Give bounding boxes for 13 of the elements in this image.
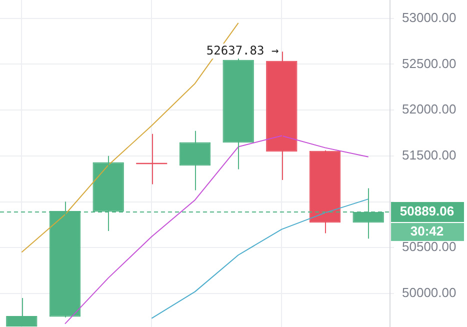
y-tick-label: 50500.00 <box>402 239 456 254</box>
y-tick-label: 53000.00 <box>402 10 456 25</box>
ref-line-label: 50889.06 <box>400 204 454 219</box>
y-tick-label: 51500.00 <box>402 148 456 163</box>
text: 30:42 <box>410 224 444 239</box>
candlestick <box>179 130 211 191</box>
y-tick-label: 50000.00 <box>402 285 456 300</box>
y-tick-label: 52500.00 <box>402 56 456 71</box>
y-tick-label: 52000.00 <box>402 102 456 117</box>
candlestick <box>6 298 38 327</box>
annotation: 52637.83 → <box>206 44 279 58</box>
candlestick <box>222 57 254 170</box>
candlestick <box>309 150 341 234</box>
